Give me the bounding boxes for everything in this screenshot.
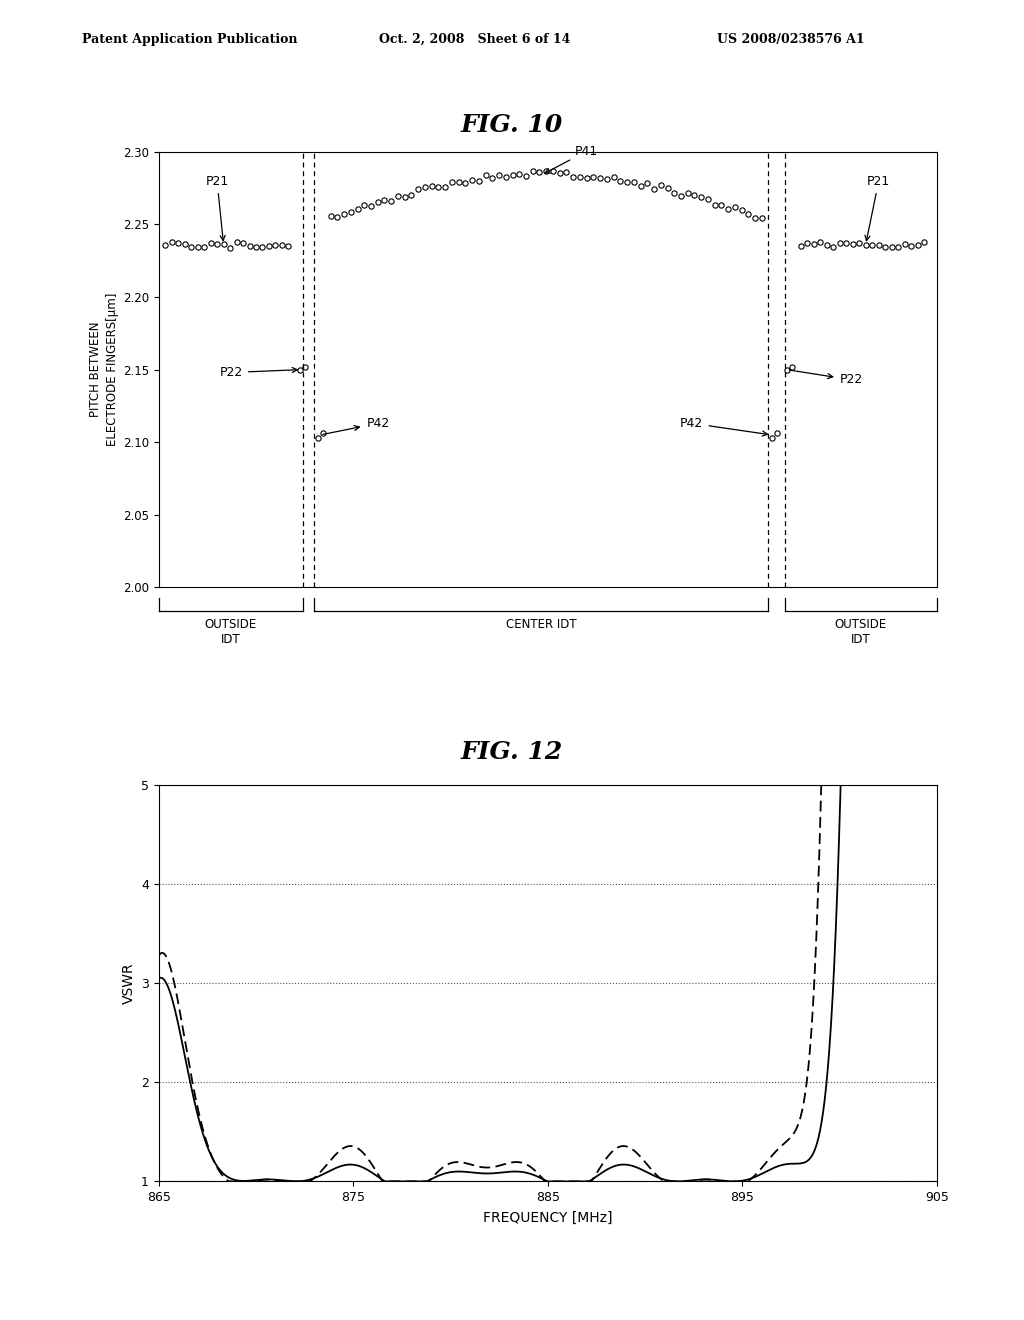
Text: OUTSIDE
IDT: OUTSIDE IDT [205,618,257,645]
Text: CENTER IDT: CENTER IDT [506,618,577,631]
Text: Oct. 2, 2008   Sheet 6 of 14: Oct. 2, 2008 Sheet 6 of 14 [379,33,570,46]
Text: P21: P21 [206,176,228,240]
Text: Patent Application Publication: Patent Application Publication [82,33,297,46]
Text: P21: P21 [865,176,890,240]
Text: FIG. 10: FIG. 10 [461,114,563,137]
Y-axis label: VSWR: VSWR [122,962,135,1005]
Text: P42: P42 [323,417,389,434]
Text: P22: P22 [790,370,863,387]
Text: OUTSIDE
IDT: OUTSIDE IDT [835,618,887,645]
Text: P41: P41 [545,145,598,173]
Text: US 2008/0238576 A1: US 2008/0238576 A1 [717,33,864,46]
Text: P42: P42 [680,417,767,436]
Text: P22: P22 [220,366,297,379]
X-axis label: FREQUENCY [MHz]: FREQUENCY [MHz] [483,1210,612,1225]
Y-axis label: PITCH BETWEEN
ELECTRODE FINGERS[μm]: PITCH BETWEEN ELECTRODE FINGERS[μm] [89,293,119,446]
Text: FIG. 12: FIG. 12 [461,741,563,764]
